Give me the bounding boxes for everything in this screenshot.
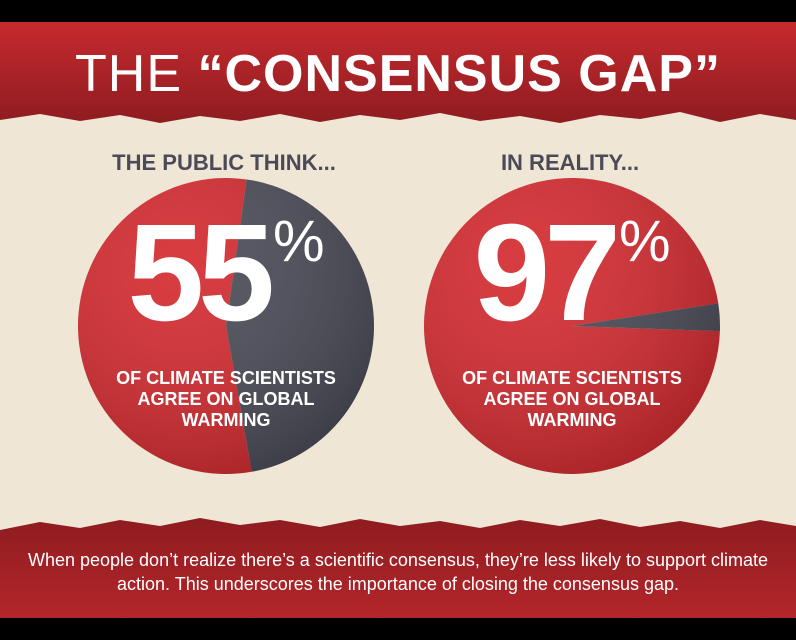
title-prefix: THE [75,45,182,103]
footer-banner [0,514,796,618]
reality-percent: % [618,209,671,274]
public-think-heading: THE PUBLIC THINK... [112,150,336,175]
public-perception-pie [77,177,374,474]
pie-shading [78,178,374,474]
reality-heading: IN REALITY... [500,150,640,175]
reality-number: 97 [473,196,620,350]
title-banner-background [0,22,796,123]
reality-caption: OF CLIMATE SCIENTISTS AGREE ON GLOBAL WA… [462,368,682,430]
public-perception-caption: OF CLIMATE SCIENTISTS AGREE ON GLOBAL WA… [116,368,336,430]
reality-pie [424,177,721,474]
title-main: “CONSENSUS GAP” [197,45,721,103]
title-banner: THE “CONSENSUS GAP” [0,22,796,134]
footer-message: When people don’t realize there’s a scie… [27,550,769,594]
pie-shading [424,178,720,474]
reality-chart: 97% OF CLIMATE SCIENTISTS AGREE ON GLOBA… [422,176,722,476]
public-perception-chart: 55% OF CLIMATE SCIENTISTS AGREE ON GLOBA… [76,176,376,476]
footer-banner-background [0,518,796,618]
public-perception-percent: % [272,209,325,274]
page-title: THE “CONSENSUS GAP” [0,44,796,104]
infographic: THE “CONSENSUS GAP” THE PUBLIC THINK... … [0,22,796,618]
public-perception-number: 55 [127,196,274,350]
reality-value: 97% [422,204,722,342]
public-perception-value: 55% [76,204,376,342]
